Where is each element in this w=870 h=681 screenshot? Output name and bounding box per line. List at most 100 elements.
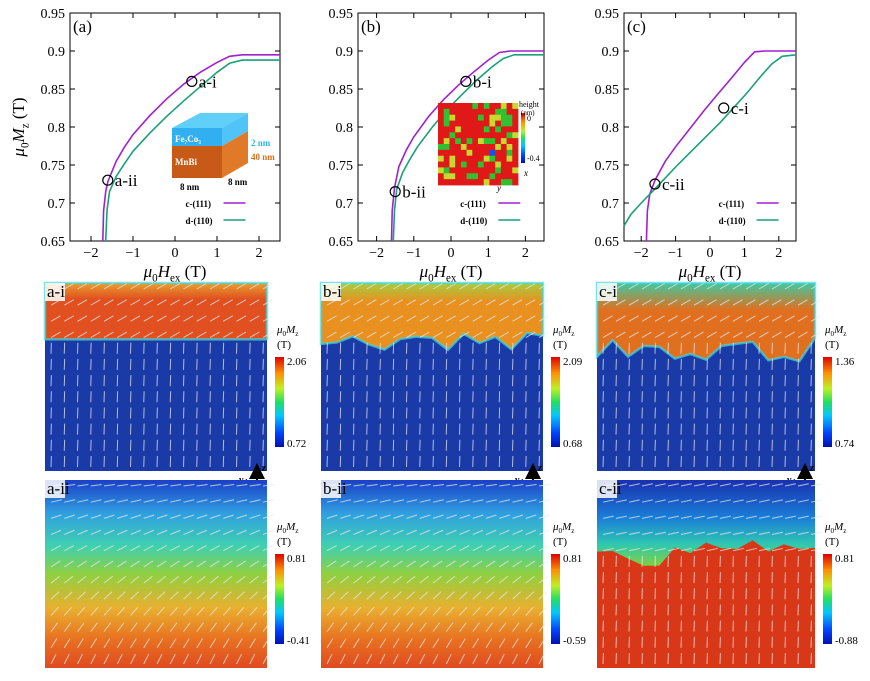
- spin-arrow: [485, 483, 497, 487]
- spin-arrow: [654, 547, 666, 552]
- spin-arrow: [196, 483, 208, 487]
- spin-arrow: [406, 560, 416, 568]
- spin-arrow: [156, 653, 163, 665]
- spin-arrow: [485, 606, 494, 616]
- spin-arrow: [116, 560, 127, 568]
- spin-arrow: [77, 638, 84, 649]
- spin-arrow: [130, 315, 141, 322]
- spin-arrow: [538, 622, 547, 632]
- y-tick-label: 0.7: [602, 197, 620, 212]
- y-tick-label: 0.8: [48, 121, 66, 136]
- height-cell: [443, 179, 450, 186]
- spin-arrow: [262, 283, 273, 290]
- spin-arrow: [784, 499, 796, 503]
- spin-arrow: [143, 514, 155, 519]
- spin-arrow: [538, 653, 545, 665]
- y-tick-label: 0.95: [329, 7, 354, 22]
- height-cell: [438, 132, 445, 139]
- spin-arrow: [196, 606, 205, 616]
- spin-arrow: [169, 638, 177, 649]
- spin-arrow: [183, 545, 194, 552]
- spin-arrow: [432, 560, 443, 568]
- spin-arrow: [326, 331, 337, 338]
- spin-arrow: [641, 531, 653, 536]
- spin-arrow: [445, 283, 457, 290]
- height-cell: [455, 161, 462, 168]
- spin-arrow: [326, 638, 334, 649]
- spin-arrow: [103, 638, 111, 649]
- spin-arrow: [419, 283, 430, 290]
- height-cell: [472, 103, 479, 110]
- spin-arrow: [797, 515, 809, 519]
- spin-arrow: [392, 622, 401, 632]
- spin-arrow: [432, 483, 444, 487]
- spin-arrow: [732, 315, 743, 322]
- spin-arrow: [641, 547, 653, 552]
- spin-arrow: [353, 653, 359, 665]
- spin-arrow: [353, 483, 365, 487]
- spin-arrow: [90, 606, 99, 616]
- height-cell: [449, 108, 456, 116]
- spin-arrow: [392, 653, 399, 665]
- spin-arrow: [745, 531, 757, 536]
- height-cell: [495, 144, 502, 151]
- spin-arrow: [103, 653, 110, 665]
- spin-arrow: [340, 514, 351, 519]
- spin-arrow: [77, 575, 87, 584]
- height-cell: [478, 149, 485, 157]
- height-cell: [500, 120, 507, 127]
- spin-arrow: [719, 483, 731, 487]
- spin-arrow: [222, 299, 234, 306]
- colorbar-max: 0.81: [835, 553, 854, 565]
- spin-arrow: [117, 483, 129, 487]
- spin-arrow: [406, 622, 414, 632]
- spin-arrow: [262, 529, 274, 536]
- spin-arrow: [459, 622, 467, 632]
- spin-arrow: [90, 514, 102, 519]
- spin-arrow: [90, 331, 101, 338]
- spin-arrow: [525, 560, 536, 568]
- height-cell: [489, 132, 496, 139]
- height-cell: [483, 179, 490, 186]
- spin-arrow: [379, 575, 389, 584]
- spin-arrow: [143, 638, 151, 649]
- height-cell: [455, 167, 462, 174]
- front-bottom-face: [172, 146, 222, 178]
- spin-arrow: [667, 547, 679, 552]
- spin-arrow: [366, 331, 377, 338]
- inset-label: MnBi: [175, 157, 198, 167]
- height-cell: [443, 167, 450, 174]
- x-tick-label: 2: [522, 246, 529, 261]
- spin-arrow: [459, 514, 471, 519]
- spin-arrow: [366, 315, 377, 322]
- y-tick-label: 0.8: [602, 121, 620, 136]
- x-axis-label: μ0Hex (T): [419, 262, 483, 284]
- spin-arrow: [143, 622, 151, 632]
- spin-arrow: [771, 547, 783, 552]
- point-label: a-i: [199, 72, 217, 91]
- spin-arrow: [169, 560, 180, 568]
- y-tick-label: 0.95: [595, 7, 620, 22]
- y-tick-label: 0.75: [41, 159, 66, 174]
- spin-arrow: [732, 499, 744, 503]
- spin-arrow: [485, 560, 496, 568]
- height-cell: [438, 161, 445, 168]
- height-cell: [483, 144, 490, 151]
- spin-arrow: [512, 483, 524, 487]
- spin-arrow: [525, 606, 534, 616]
- height-cell: [443, 108, 450, 116]
- spin-arrow: [498, 575, 509, 584]
- spin-arrow: [156, 560, 167, 568]
- spin-arrow: [196, 514, 208, 519]
- height-cell: [512, 161, 519, 168]
- spin-arrow: [810, 283, 821, 290]
- spin-arrow: [459, 529, 470, 536]
- domain-top: [597, 283, 815, 362]
- height-cell: [512, 149, 519, 157]
- spin-arrow: [156, 606, 165, 616]
- spin-arrow: [340, 529, 351, 536]
- colorbar-title: μ0Mz: [552, 521, 574, 535]
- spin-arrow: [340, 499, 352, 503]
- spin-arrow: [90, 622, 98, 632]
- spin-arrow: [654, 283, 665, 290]
